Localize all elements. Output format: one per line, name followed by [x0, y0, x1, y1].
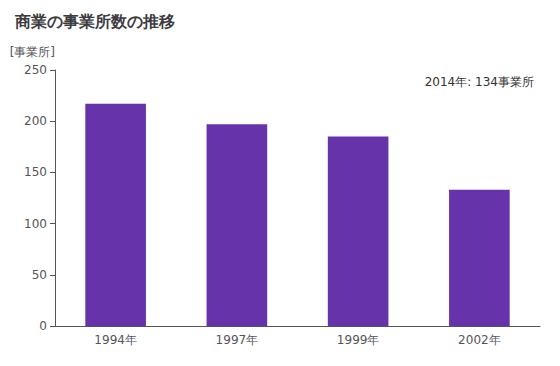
svg-text:150: 150 — [24, 165, 47, 179]
svg-text:2002年: 2002年 — [458, 333, 501, 347]
svg-text:1997年: 1997年 — [216, 333, 259, 347]
svg-text:250: 250 — [24, 63, 47, 77]
svg-text:商業の事業所数の推移: 商業の事業所数の推移 — [14, 12, 175, 31]
svg-text:0: 0 — [39, 319, 47, 333]
svg-text:50: 50 — [32, 268, 47, 282]
svg-text:1999年: 1999年 — [337, 333, 380, 347]
svg-text:1994年: 1994年 — [94, 333, 137, 347]
svg-text:100: 100 — [24, 217, 47, 231]
svg-text:200: 200 — [24, 114, 47, 128]
svg-text:[事業所]: [事業所] — [10, 45, 55, 59]
svg-text:2014年: 134事業所: 2014年: 134事業所 — [425, 75, 534, 89]
